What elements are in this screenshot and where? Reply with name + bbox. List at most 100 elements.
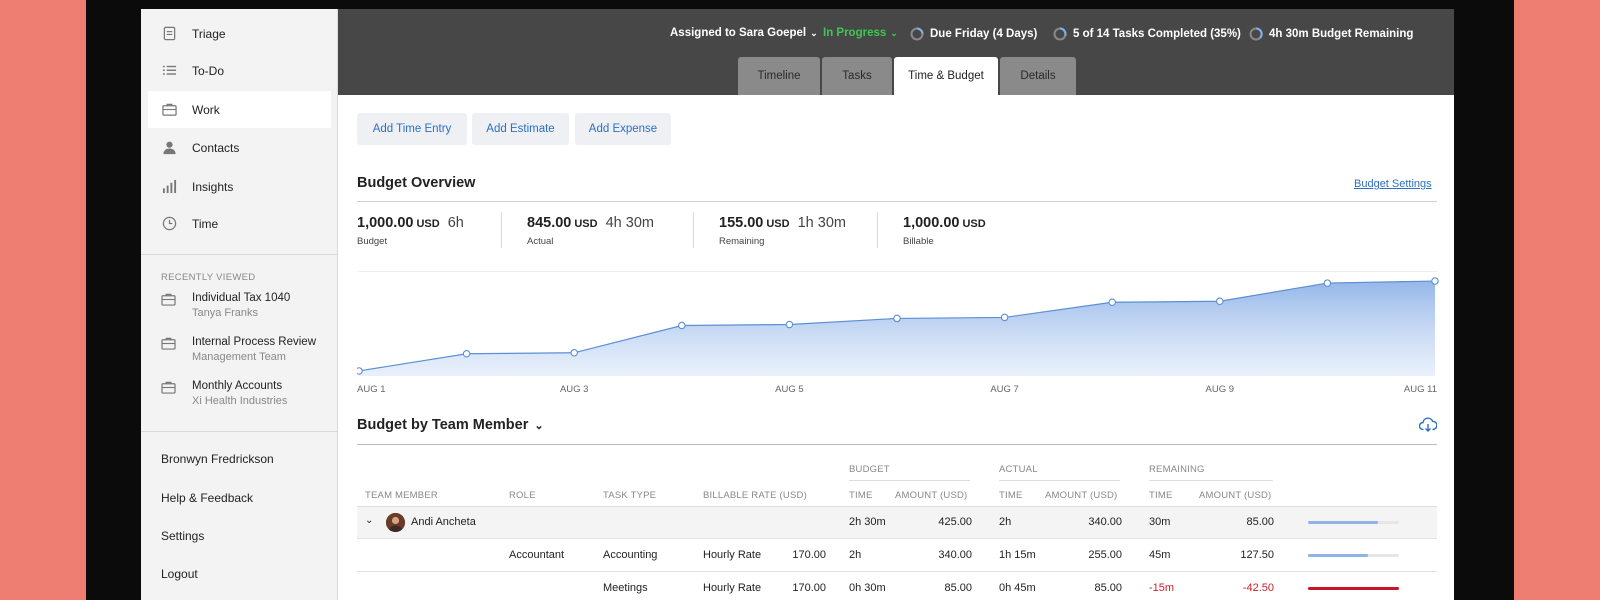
- chart-tick-label: AUG 5: [775, 384, 804, 395]
- briefcase-icon: [161, 337, 177, 363]
- tab-time-budget[interactable]: Time & Budget: [894, 57, 998, 95]
- sidebar-item-todo[interactable]: To-Do: [148, 52, 331, 89]
- add-estimate-button[interactable]: Add Estimate: [472, 113, 569, 145]
- col-role: ROLE: [509, 490, 536, 501]
- clock-icon: [161, 216, 177, 232]
- progress-bar: [1308, 521, 1399, 524]
- rate-type: Hourly Rate: [703, 582, 762, 594]
- budget-settings-link[interactable]: Budget Settings: [1354, 178, 1432, 190]
- stat-currency: USD: [574, 218, 598, 230]
- progress-bar-fill: [1308, 587, 1399, 590]
- remaining-time: 30m: [1149, 516, 1171, 528]
- list-icon: [161, 63, 177, 79]
- due-date-indicator[interactable]: Due Friday (4 Days): [910, 27, 1037, 41]
- group-underline: [849, 480, 970, 481]
- budget-amount: 85.00: [944, 582, 972, 594]
- chart-tick-label: AUG 7: [990, 384, 1019, 395]
- recent-item-title: Individual Tax 1040: [192, 292, 291, 304]
- recent-item-monthly-accounts[interactable]: Monthly Accounts Xi Health Industries: [161, 380, 331, 407]
- billable-rate: 170.00: [792, 549, 826, 561]
- section-divider: [357, 444, 1437, 445]
- tab-details[interactable]: Details: [1000, 57, 1076, 95]
- chart-tick-label: AUG 11: [1404, 384, 1437, 395]
- group-header-remaining: REMAINING: [1149, 464, 1205, 475]
- progress-bar-fill: [1308, 521, 1379, 524]
- stat-currency: USD: [962, 218, 986, 230]
- sidebar-item-insights[interactable]: Insights: [148, 168, 331, 205]
- stat-label: Actual: [527, 236, 554, 247]
- progress-ring-icon: [1249, 27, 1263, 41]
- person-icon: [161, 140, 177, 156]
- col-budget-time: TIME: [849, 490, 873, 501]
- sidebar-item-contacts[interactable]: Contacts: [148, 129, 331, 166]
- add-time-entry-button[interactable]: Add Time Entry: [357, 113, 467, 145]
- actual-time: 0h 45m: [999, 582, 1036, 594]
- stat-label: Budget: [357, 236, 388, 247]
- table-row-group[interactable]: ⌄ Andi Ancheta 2h 30m 425.00 2h 340.00 3…: [357, 507, 1437, 539]
- logout-link[interactable]: Logout: [161, 567, 198, 581]
- stat-budget: 1,000.00 USD 6h Budget: [357, 214, 464, 247]
- chevron-down-icon: ⌄: [890, 27, 898, 38]
- col-actual-time: TIME: [999, 490, 1023, 501]
- stat-amount: 155.00: [719, 215, 764, 231]
- progress-bar: [1308, 554, 1399, 557]
- recent-item-subtitle: Management Team: [192, 351, 286, 363]
- user-name-link[interactable]: Bronwyn Fredrickson: [161, 452, 274, 466]
- tab-tasks[interactable]: Tasks: [822, 57, 892, 95]
- cloud-download-icon[interactable]: [1419, 417, 1437, 433]
- chart-point: [1108, 298, 1116, 307]
- recent-item-title: Monthly Accounts: [192, 380, 283, 392]
- sidebar-item-label: Contacts: [192, 140, 240, 155]
- tasks-progress-indicator[interactable]: 5 of 14 Tasks Completed (35%): [1053, 27, 1241, 41]
- group-underline: [999, 480, 1120, 481]
- stat-amount: 1,000.00: [903, 215, 960, 231]
- progress-ring-icon: [910, 27, 924, 41]
- add-expense-button[interactable]: Add Expense: [575, 113, 671, 145]
- table-row[interactable]: Meetings Hourly Rate 170.00 0h 30m 85.00…: [357, 573, 1437, 600]
- settings-link[interactable]: Settings: [161, 529, 205, 543]
- section-divider: [357, 201, 1437, 202]
- due-label: Due Friday (4 Days): [930, 28, 1038, 40]
- status-dropdown[interactable]: In Progress ⌄: [823, 27, 898, 39]
- budget-remaining-indicator[interactable]: 4h 30m Budget Remaining: [1249, 27, 1413, 41]
- task-type: Meetings: [603, 582, 648, 594]
- help-feedback-link[interactable]: Help & Feedback: [161, 491, 254, 505]
- chart-point: [1323, 279, 1332, 287]
- recent-item-subtitle: Xi Health Industries: [192, 395, 288, 407]
- sidebar-item-label: Work: [192, 102, 220, 117]
- stat-time: 6h: [447, 215, 464, 231]
- chart-point: [785, 320, 794, 329]
- actual-time: 2h: [999, 516, 1012, 528]
- remaining-amount: -42.50: [1242, 582, 1274, 594]
- budget-time: 2h 30m: [849, 516, 886, 528]
- recent-item-title: Internal Process Review: [192, 336, 316, 348]
- chart-area-fill: [359, 281, 1435, 376]
- sidebar-item-time[interactable]: Time: [148, 205, 331, 242]
- tasks-label: 5 of 14 Tasks Completed (35%): [1073, 28, 1241, 40]
- role: Accountant: [509, 549, 565, 561]
- progress-ring-icon: [1053, 27, 1067, 41]
- avatar: [386, 513, 405, 532]
- col-actual-amount: AMOUNT (USD): [1045, 490, 1118, 501]
- sidebar-item-work[interactable]: Work: [148, 91, 331, 128]
- stat-amount: 1,000.00: [357, 215, 414, 231]
- chevron-down-icon[interactable]: ⌄: [365, 515, 374, 526]
- recent-item-subtitle: Tanya Franks: [192, 307, 259, 319]
- assignee-dropdown[interactable]: Assigned to Sara Goepel ⌄: [670, 27, 818, 39]
- recent-item-individual-tax[interactable]: Individual Tax 1040 Tanya Franks: [161, 292, 331, 319]
- team-budget-dropdown[interactable]: Budget by Team Member ⌄: [357, 417, 544, 433]
- recently-viewed-label: RECENTLY VIEWED: [161, 272, 256, 283]
- chart-tick-label: AUG 3: [560, 384, 589, 395]
- chart-point: [893, 314, 901, 323]
- bar-chart-icon: [161, 179, 177, 195]
- chart-point: [462, 350, 471, 358]
- table-row[interactable]: Accountant Accounting Hourly Rate 170.00…: [357, 540, 1437, 572]
- budget-overview-title: Budget Overview: [357, 175, 476, 191]
- tab-timeline[interactable]: Timeline: [738, 57, 820, 95]
- sidebar-item-triage[interactable]: Triage: [148, 15, 331, 52]
- chart-point: [1000, 313, 1009, 322]
- recent-item-internal-process[interactable]: Internal Process Review Management Team: [161, 336, 331, 363]
- progress-bar-fill: [1308, 554, 1369, 557]
- chevron-down-icon: ⌄: [534, 419, 544, 432]
- briefcase-icon: [161, 102, 177, 118]
